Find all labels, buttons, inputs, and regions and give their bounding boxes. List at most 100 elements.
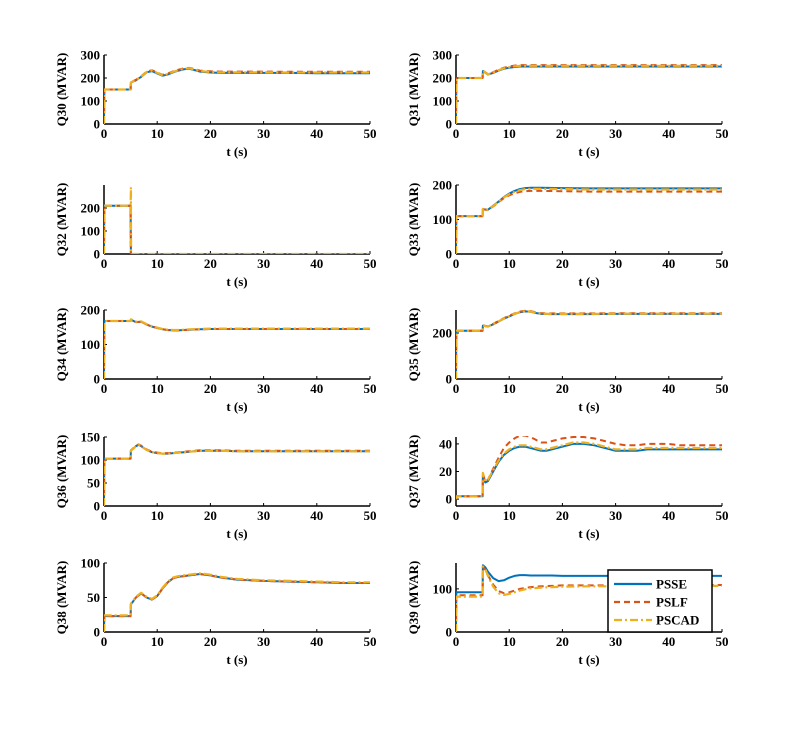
x-axis-label: t (s): [226, 652, 247, 667]
y-tick-label: 0: [446, 492, 453, 507]
x-axis-label: t (s): [578, 652, 599, 667]
x-tick-label: 30: [257, 126, 270, 141]
x-tick-label: 0: [101, 126, 108, 141]
y-tick-label: 0: [94, 499, 101, 514]
x-tick-label: 50: [364, 256, 377, 271]
x-tick-label: 40: [662, 381, 675, 396]
series-line-psse: [104, 67, 370, 124]
x-tick-label: 50: [364, 634, 377, 649]
x-tick-label: 30: [257, 256, 270, 271]
y-axis-label: Q38 (MVAR): [54, 561, 69, 635]
x-tick-label: 50: [364, 126, 377, 141]
series-line-pscad: [104, 67, 370, 124]
y-tick-label: 40: [439, 436, 452, 451]
x-tick-label: 40: [662, 126, 675, 141]
series-line-pslf: [456, 189, 722, 254]
x-tick-label: 20: [204, 381, 217, 396]
legend-label-pslf: PSLF: [656, 595, 688, 610]
series-line-psse: [104, 204, 370, 254]
x-axis-label: t (s): [578, 399, 599, 414]
x-tick-label: 20: [556, 634, 569, 649]
x-tick-label: 40: [662, 508, 675, 523]
panel-q33: 0 10 20 30 40 50 0 100 200 t (s) Q33 (MVAR): [406, 178, 729, 290]
x-tick-label: 20: [556, 508, 569, 523]
panel-q32: 0 10 20 30 40 50 0 100 200 t (s) Q32 (MVAR): [54, 183, 377, 289]
y-axis-label: Q39 (MVAR): [406, 561, 421, 635]
series-line-pscad: [104, 186, 370, 254]
y-tick-label: 0: [94, 117, 101, 132]
x-tick-label: 50: [716, 256, 729, 271]
y-tick-label: 300: [433, 48, 453, 63]
series-line-pscad: [104, 443, 370, 506]
x-tick-label: 30: [609, 508, 622, 523]
series-line-pslf: [456, 64, 722, 124]
y-tick-label: 200: [433, 326, 453, 341]
y-tick-label: 100: [81, 453, 101, 468]
x-tick-label: 0: [453, 126, 460, 141]
x-tick-label: 30: [257, 381, 270, 396]
x-tick-label: 40: [310, 126, 323, 141]
y-axis-label: Q32 (MVAR): [54, 183, 69, 257]
y-tick-label: 0: [446, 625, 453, 640]
y-tick-label: 200: [433, 71, 453, 86]
x-tick-label: 10: [503, 634, 516, 649]
y-tick-label: 100: [81, 94, 101, 109]
series-line-psse: [456, 65, 722, 124]
x-tick-label: 40: [310, 381, 323, 396]
y-tick-label: 0: [94, 247, 101, 262]
x-axis-label: t (s): [578, 274, 599, 289]
panel-q35: 0 10 20 30 40 50 0 200 t (s) Q35 (MVAR): [406, 308, 729, 414]
y-tick-label: 100: [81, 337, 101, 352]
y-axis-label: Q30 (MVAR): [54, 53, 69, 127]
series-line-pscad: [456, 187, 722, 254]
panel-q30: 0 10 20 30 40 50 0 100 200 300 t (s) Q30 (MVAR): [54, 48, 377, 160]
x-tick-label: 0: [453, 508, 460, 523]
panel-q37: 0 10 20 30 40 50 0 20 40 t (s) Q37 (MVAR): [406, 435, 729, 541]
x-tick-label: 10: [503, 256, 516, 271]
x-tick-label: 0: [453, 256, 460, 271]
x-tick-label: 20: [556, 381, 569, 396]
series-line-pscad: [104, 318, 370, 379]
x-tick-label: 10: [151, 508, 164, 523]
series-line-psse: [456, 442, 722, 500]
x-tick-label: 30: [609, 126, 622, 141]
y-tick-label: 200: [81, 201, 101, 216]
x-tick-label: 30: [609, 381, 622, 396]
x-axis-label: t (s): [226, 144, 247, 159]
y-tick-label: 100: [81, 224, 101, 239]
x-tick-label: 50: [716, 634, 729, 649]
y-tick-label: 0: [446, 372, 453, 387]
y-tick-label: 100: [433, 581, 453, 596]
x-tick-label: 20: [204, 256, 217, 271]
x-tick-label: 20: [556, 256, 569, 271]
x-tick-label: 10: [503, 126, 516, 141]
x-axis-label: t (s): [578, 526, 599, 541]
series-line-psse: [104, 443, 370, 506]
x-tick-label: 50: [716, 381, 729, 396]
x-axis-label: t (s): [226, 399, 247, 414]
legend-label-psse: PSSE: [656, 577, 687, 592]
x-tick-label: 50: [716, 126, 729, 141]
y-axis-label: Q35 (MVAR): [406, 308, 421, 382]
panel-q36: 0 10 20 30 40 50 0 50 100 150 t (s) Q36 (MVAR): [54, 430, 377, 542]
x-tick-label: 0: [453, 634, 460, 649]
x-axis-label: t (s): [578, 144, 599, 159]
x-tick-label: 40: [310, 634, 323, 649]
series-line-pscad: [104, 572, 370, 632]
series-line-pslf: [104, 66, 370, 124]
y-axis-label: Q36 (MVAR): [54, 435, 69, 509]
series-line-pscad: [456, 64, 722, 124]
series-line-pscad: [456, 310, 722, 379]
y-tick-label: 0: [94, 625, 101, 640]
legend: PSSE PSLF PSCAD: [607, 569, 713, 633]
x-tick-label: 50: [364, 381, 377, 396]
x-tick-label: 20: [556, 126, 569, 141]
x-tick-label: 20: [204, 126, 217, 141]
y-tick-label: 0: [94, 372, 101, 387]
x-tick-label: 30: [609, 256, 622, 271]
series-line-pslf: [104, 204, 370, 254]
series-line-pslf: [456, 436, 722, 500]
y-axis-label: Q31 (MVAR): [406, 53, 421, 127]
